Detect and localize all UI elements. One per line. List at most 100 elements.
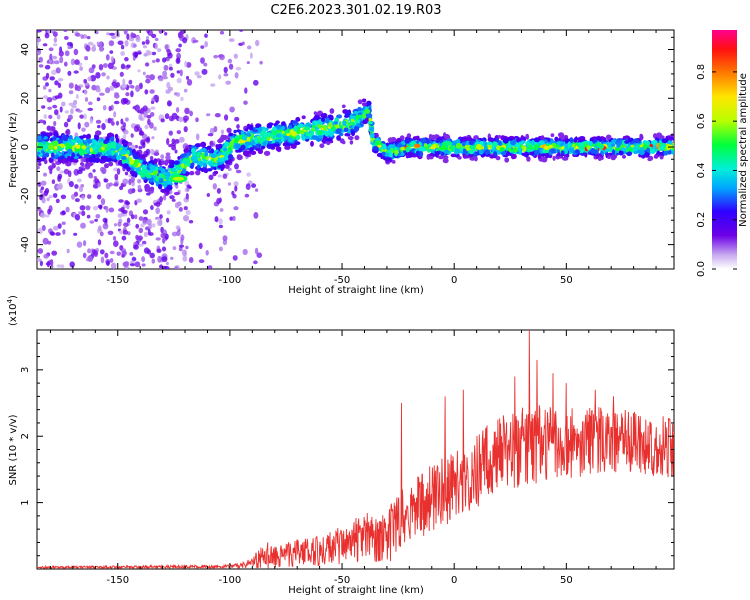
heatmap-cell xyxy=(233,206,239,211)
heatmap-cell xyxy=(176,201,182,207)
heatmap-cell xyxy=(577,142,582,146)
heatmap-cell xyxy=(233,53,238,59)
heatmap-cell xyxy=(57,82,62,89)
heatmap-cell xyxy=(562,156,569,161)
heatmap-cell xyxy=(122,149,126,155)
heatmap-cell xyxy=(136,236,141,241)
heatmap-cell xyxy=(255,188,259,192)
heatmap-cell xyxy=(217,165,224,169)
heatmap-cell xyxy=(329,108,335,114)
heatmap-cell xyxy=(196,151,201,158)
heatmap-cell xyxy=(37,258,42,262)
heatmap-cell xyxy=(171,112,178,120)
heatmap-cell xyxy=(445,141,452,147)
heatmap-cell xyxy=(253,260,258,265)
heatmap-cell xyxy=(540,135,545,140)
heatmap-cell xyxy=(103,178,109,183)
heatmap-cell xyxy=(667,149,672,155)
heatmap-cell xyxy=(428,155,434,160)
heatmap-cell xyxy=(282,121,286,126)
heatmap-cell xyxy=(197,75,202,79)
heatmap-cell xyxy=(526,156,531,162)
heatmap-cell xyxy=(158,173,163,177)
heatmap-cell xyxy=(171,231,178,237)
heatmap-cell xyxy=(137,51,142,55)
heatmap-cell xyxy=(183,118,188,123)
heatmap-cell xyxy=(218,224,223,229)
heatmap-cell xyxy=(88,156,95,162)
heatmap-cell xyxy=(249,147,254,152)
heatmap-cell xyxy=(233,138,239,144)
heatmap-cell xyxy=(144,187,151,192)
heatmap-cell xyxy=(112,145,117,149)
heatmap-cell xyxy=(93,176,97,179)
heatmap-cell xyxy=(174,266,179,269)
heatmap-cell xyxy=(87,248,91,254)
heatmap-cell xyxy=(246,172,251,177)
heatmap-cell xyxy=(159,214,163,220)
heatmap-cell xyxy=(194,143,202,148)
heatmap-cell xyxy=(206,145,212,150)
heatmap-cell xyxy=(618,150,624,156)
heatmap-cell xyxy=(102,143,108,148)
heatmap-cell xyxy=(145,35,150,41)
heatmap-cell xyxy=(376,152,383,158)
heatmap-cell xyxy=(40,186,45,190)
heatmap-cell xyxy=(254,247,259,255)
heatmap-cell xyxy=(241,41,245,46)
heatmap-cell xyxy=(149,178,153,183)
heatmap-cell xyxy=(97,183,101,188)
heatmap-cell xyxy=(83,79,87,84)
heatmap-cell xyxy=(84,56,89,61)
heatmap-cell xyxy=(642,140,648,145)
heatmap-cell xyxy=(610,143,616,147)
heatmap-cell xyxy=(668,136,674,141)
heatmap-cell xyxy=(161,168,166,174)
heatmap-cell xyxy=(244,128,249,132)
heatmap-cell xyxy=(299,129,305,135)
heatmap-cell xyxy=(67,170,72,178)
heatmap-cell xyxy=(224,114,229,121)
heatmap-cell xyxy=(51,179,56,184)
heatmap-cell xyxy=(137,69,141,73)
heatmap-cell xyxy=(41,197,46,204)
heatmap-cell xyxy=(213,54,219,59)
heatmap-cell xyxy=(319,143,325,148)
heatmap-cell xyxy=(357,106,362,112)
heatmap-cell xyxy=(198,242,203,249)
heatmap-cell xyxy=(87,194,92,199)
heatmap-cell xyxy=(42,144,49,150)
heatmap-cell xyxy=(100,198,106,206)
heatmap-cell xyxy=(264,127,269,131)
colorbar-tick-label: 0.2 xyxy=(696,212,707,228)
heatmap-cell xyxy=(46,125,52,131)
heatmap-cell xyxy=(72,158,79,163)
heatmap-cell xyxy=(155,237,161,241)
heatmap-cell xyxy=(138,243,144,247)
heatmap-cell xyxy=(183,88,188,93)
heatmap-cell xyxy=(598,156,602,162)
heatmap-cell xyxy=(46,197,50,202)
heatmap-cell xyxy=(152,59,156,64)
heatmap-cell xyxy=(607,155,611,159)
heatmap-cell xyxy=(281,125,285,131)
heatmap-cell xyxy=(457,156,462,160)
heatmap-cell xyxy=(186,187,190,192)
heatmap-cell xyxy=(153,202,158,206)
heatmap-cell xyxy=(428,143,432,147)
heatmap-cell xyxy=(190,155,197,162)
heatmap-cell xyxy=(166,100,172,107)
heatmap-cell xyxy=(201,68,208,75)
heatmap-cell xyxy=(468,140,474,145)
heatmap-cell xyxy=(43,95,48,99)
heatmap-cell xyxy=(249,52,253,59)
heatmap-cell xyxy=(183,126,188,133)
heatmap-cell xyxy=(52,225,59,231)
heatmap-cell xyxy=(197,161,201,166)
heatmap-cell xyxy=(61,101,66,107)
heatmap-cell xyxy=(120,51,125,56)
heatmap-cell xyxy=(162,70,168,78)
heatmap-cell xyxy=(43,85,47,90)
heatmap-cell xyxy=(443,149,450,154)
heatmap-cell xyxy=(184,159,191,166)
